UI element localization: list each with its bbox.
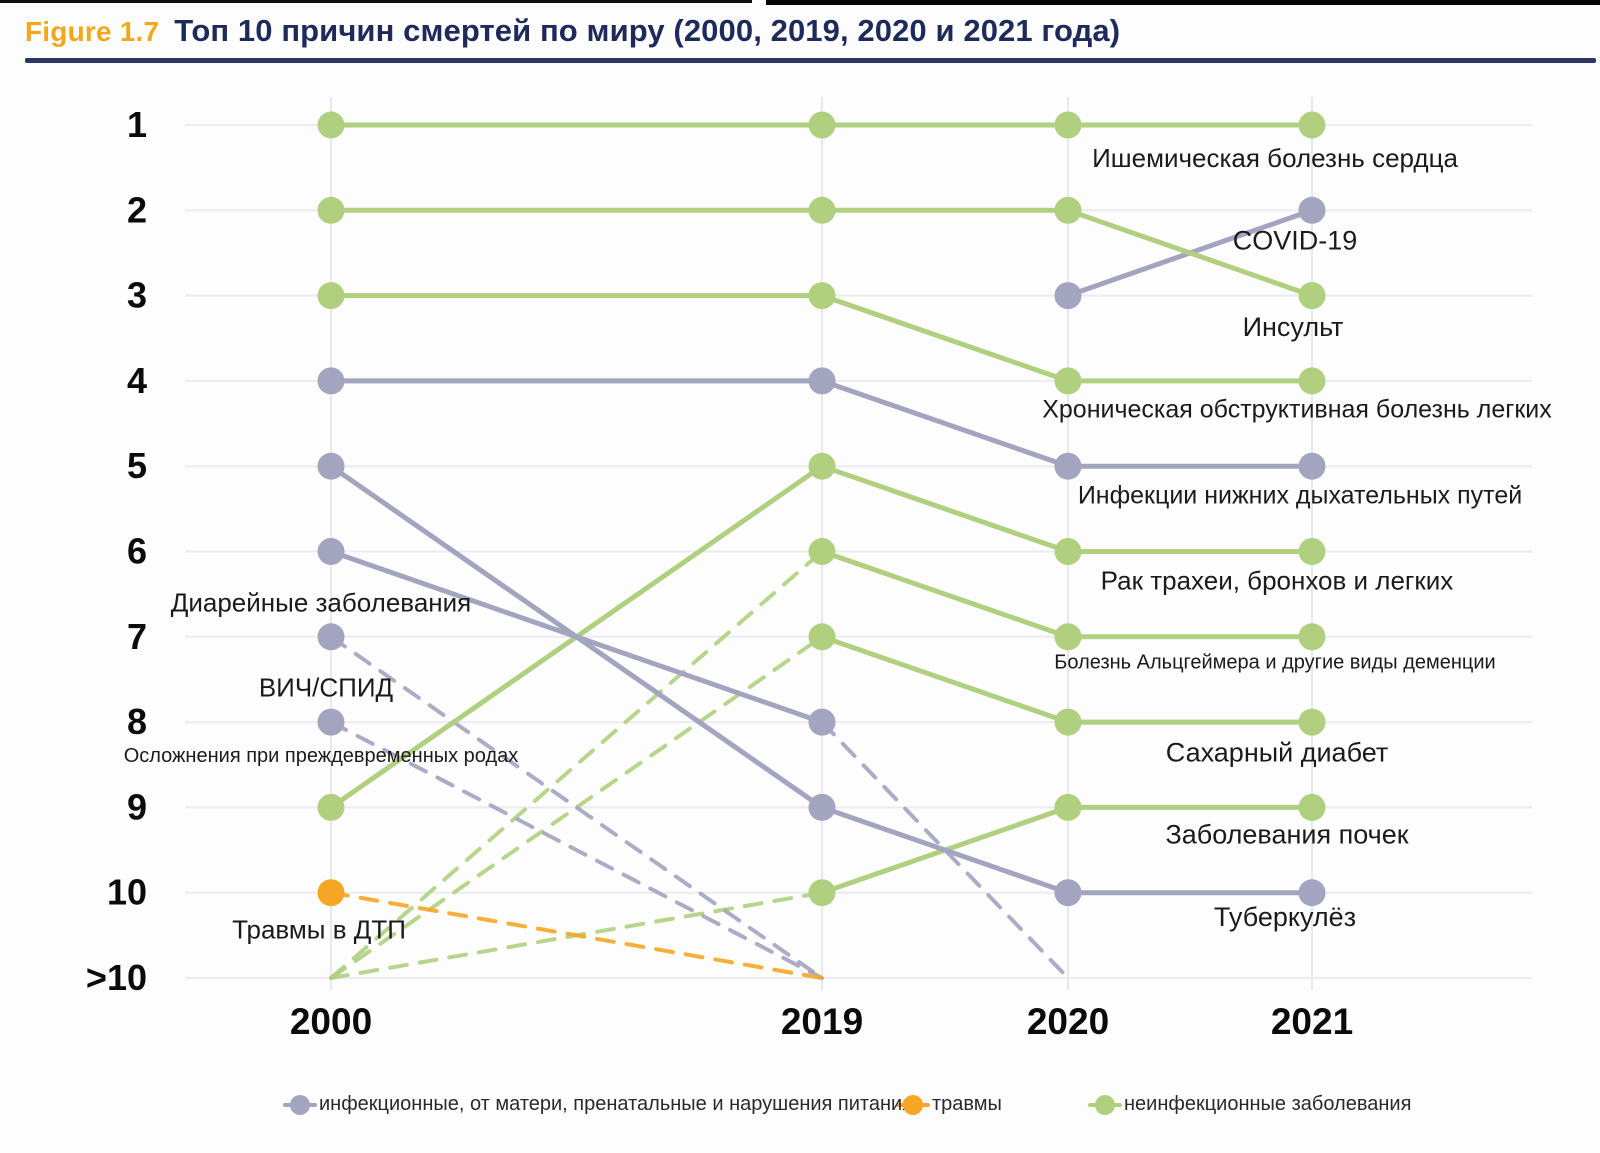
series-label-preterm-birth-complications: Осложнения при преждевременных родах <box>124 745 519 767</box>
legend-marker-noncommunicable-icon <box>1088 1094 1122 1115</box>
dot-kidney-diseases-2020 <box>1054 793 1082 821</box>
chart-legend: инфекционные, от матери, пренатальные и … <box>0 1093 1600 1133</box>
legend-marker-communicable-icon <box>283 1094 317 1115</box>
legend-item-communicable: инфекционные, от матери, пренатальные и … <box>283 1093 914 1116</box>
rank-axis-label-5: 5 <box>127 445 147 486</box>
series-label-hiv-aids: ВИЧ/СПИД <box>259 673 394 703</box>
dot-stroke-2000 <box>317 196 345 224</box>
dot-alzheimer-dementia-2020 <box>1054 623 1082 651</box>
rank-axis-label-10: >10 <box>86 957 147 998</box>
dot-diabetes-2019 <box>808 623 836 651</box>
rank-axis-label-10: 10 <box>107 872 147 913</box>
series-alzheimer-dementia-dashed-line-0 <box>329 549 824 980</box>
dot-stroke-2019 <box>808 196 836 224</box>
dot-ischemic-heart-disease-2021 <box>1298 111 1326 139</box>
dot-copd-2021 <box>1298 367 1326 395</box>
dot-tuberculosis-2000 <box>317 452 345 480</box>
dot-copd-2000 <box>317 282 345 310</box>
dot-diabetes-2021 <box>1298 708 1326 736</box>
series-label-road-traffic-injuries: Травмы в ДТП <box>232 915 406 945</box>
legend-label-communicable: инфекционные, от матери, пренатальные и … <box>319 1093 914 1115</box>
series-label-alzheimer-dementia: Болезнь Альцгеймера и другие виды деменц… <box>1054 652 1495 674</box>
dot-lung-cancers-2020 <box>1054 538 1082 565</box>
series-label-copd: Хроническая обструктивная болезнь легких <box>1042 395 1552 423</box>
series-road-traffic-injuries-dashed-line-0 <box>329 890 824 980</box>
dot-lower-respiratory-infections-2020 <box>1054 452 1082 480</box>
dot-lower-respiratory-infections-2021 <box>1298 452 1326 480</box>
rank-axis-label-2: 2 <box>127 189 147 230</box>
rank-axis-label-7: 7 <box>127 616 147 657</box>
series-label-diabetes: Сахарный диабет <box>1166 737 1388 767</box>
legend-label-injuries: травмы <box>932 1093 1002 1115</box>
dot-tuberculosis-2020 <box>1054 879 1082 907</box>
series-label-diarrheal-diseases: Диарейные заболевания <box>171 587 472 617</box>
series-hiv-aids-dashed-line-0 <box>329 634 824 980</box>
figure-header: Figure 1.7 Топ 10 причин смертей по миру… <box>25 13 1590 49</box>
dot-lower-respiratory-infections-2000 <box>317 367 345 395</box>
rank-axis-label-3: 3 <box>127 275 147 316</box>
dot-ischemic-heart-disease-2020 <box>1054 111 1082 139</box>
series-label-stroke: Инсульт <box>1243 312 1344 342</box>
dot-diarrheal-diseases-2000 <box>317 538 345 565</box>
dot-kidney-diseases-2021 <box>1298 793 1326 821</box>
dot-stroke-2021 <box>1298 282 1326 310</box>
dot-lower-respiratory-infections-2019 <box>808 367 836 395</box>
rank-bump-chart: 1 2 3 4 5 6 7 8 9 10 >10 2000 2019 2020 2021 Ишемическа… <box>86 97 1552 1042</box>
dot-hiv-aids-2000 <box>317 623 345 651</box>
year-axis-label-2021: 2021 <box>1271 1001 1353 1042</box>
rank-axis-label-8: 8 <box>127 701 147 742</box>
legend-label-noncommunicable: неинфекционные заболевания <box>1124 1093 1412 1115</box>
series-label-kidney-diseases: Заболевания почек <box>1165 820 1408 850</box>
dot-lung-cancers-2021 <box>1298 538 1326 565</box>
dot-diabetes-2020 <box>1054 708 1082 736</box>
series-preterm-birth-complications-dashed-line-0 <box>329 720 824 980</box>
dot-stroke-2020 <box>1054 196 1082 224</box>
series-lower-respiratory-infections-line <box>328 378 1315 469</box>
dot-tuberculosis-2019 <box>808 793 836 821</box>
dot-copd-2019 <box>808 282 836 310</box>
series-label-ischemic-heart-disease: Ишемическая болезнь сердца <box>1092 143 1458 173</box>
rank-axis-label-4: 4 <box>127 360 147 401</box>
year-axis-label-2020: 2020 <box>1027 1001 1109 1042</box>
dot-covid-19-2021 <box>1298 196 1326 224</box>
series-label-tuberculosis: Туберкулёз <box>1214 902 1356 932</box>
dot-kidney-diseases-2019 <box>808 879 836 907</box>
dot-lung-cancers-2000 <box>317 793 345 821</box>
legend-item-injuries: травмы <box>896 1093 1002 1116</box>
year-axis-label-2019: 2019 <box>781 1001 863 1042</box>
dot-copd-2020 <box>1054 367 1082 395</box>
top-border-artifact-left <box>0 0 752 3</box>
legend-item-noncommunicable: неинфекционные заболевания <box>1088 1093 1412 1116</box>
dot-covid-19-2020 <box>1054 282 1082 310</box>
series-label-covid-19: COVID-19 <box>1233 225 1358 255</box>
series-diarrheal-diseases-line <box>328 549 825 725</box>
rank-axis-label-6: 6 <box>127 531 147 572</box>
dot-road-traffic-injuries-2000 <box>317 879 345 907</box>
top-border-artifact-right <box>766 0 1600 5</box>
rank-axis-label-9: 9 <box>127 786 147 827</box>
series-diarrheal-diseases-dashed-line-0 <box>820 720 1070 980</box>
series-copd-line <box>328 293 1315 384</box>
dot-diarrheal-diseases-2019 <box>808 708 836 736</box>
dot-lung-cancers-2019 <box>808 452 836 480</box>
legend-marker-injuries-icon <box>896 1094 930 1115</box>
dot-ischemic-heart-disease-2000 <box>317 111 345 139</box>
series-label-lung-cancers: Рак трахеи, бронхов и легких <box>1101 565 1454 595</box>
dot-alzheimer-dementia-2019 <box>808 538 836 565</box>
dot-tuberculosis-2021 <box>1298 879 1326 907</box>
series-stroke-line <box>328 207 1315 299</box>
figure-title: Топ 10 причин смертей по миру (2000, 201… <box>174 13 1121 48</box>
title-underline <box>25 58 1596 63</box>
year-axis-label-2000: 2000 <box>290 1001 372 1042</box>
figure-number-label: Figure 1.7 <box>25 16 160 47</box>
dot-preterm-birth-complications-2000 <box>317 708 345 736</box>
dot-ischemic-heart-disease-2019 <box>808 111 836 139</box>
rank-axis-label-1: 1 <box>127 104 147 145</box>
series-label-lower-respiratory-infections: Инфекции нижних дыхательных путей <box>1078 482 1522 510</box>
dot-alzheimer-dementia-2021 <box>1298 623 1326 651</box>
